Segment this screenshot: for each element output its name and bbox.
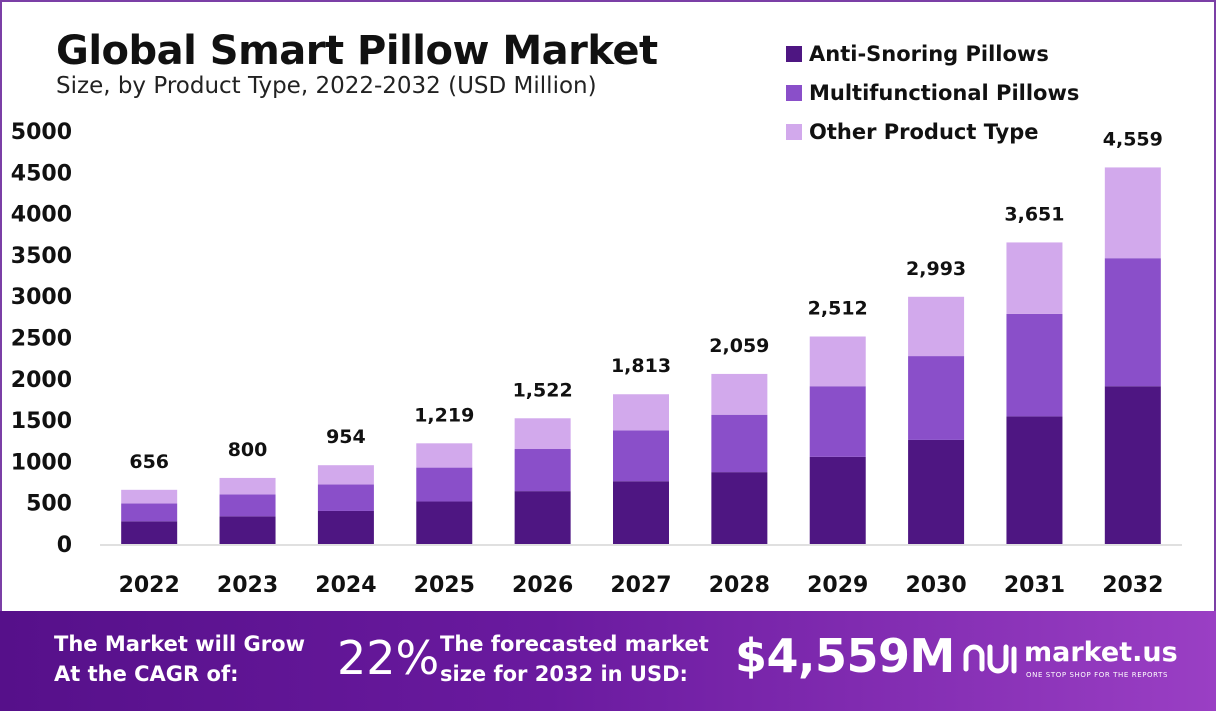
- legend-label-other: Other Product Type: [809, 119, 1039, 144]
- bar-multifunctional: [514, 449, 571, 492]
- legend-item-anti-snoring: Anti-Snoring Pillows: [786, 34, 1079, 73]
- bar-anti-snoring: [908, 439, 965, 544]
- bar-other: [711, 373, 768, 415]
- bar-other: [416, 443, 473, 468]
- bar-anti-snoring: [711, 472, 768, 544]
- y-tick-label: 500: [26, 492, 72, 517]
- bar-other: [1006, 242, 1063, 314]
- bar-anti-snoring: [514, 491, 571, 544]
- bar-anti-snoring: [809, 456, 866, 544]
- legend-item-multifunctional: Multifunctional Pillows: [786, 73, 1079, 112]
- y-tick-label: 3000: [11, 285, 72, 310]
- bar-multifunctional: [317, 484, 374, 511]
- y-tick-label: 0: [57, 533, 72, 558]
- cagr-label-line1: The Market will Grow: [54, 632, 305, 656]
- bar-other: [317, 465, 374, 485]
- x-tick-label: 2022: [119, 573, 180, 598]
- bar-multifunctional: [809, 386, 866, 457]
- bar-anti-snoring: [613, 481, 669, 544]
- y-tick-label: 2500: [11, 327, 72, 352]
- legend-label-multifunctional: Multifunctional Pillows: [809, 80, 1080, 105]
- bar-multifunctional: [908, 356, 965, 440]
- stacked-bar-chart: 0 500 1000 1500 2000 2500 3000 3500 4000 4500 5000…: [11, 120, 1182, 598]
- legend-label-anti-snoring: Anti-Snoring Pillows: [809, 41, 1049, 66]
- bar-multifunctional: [711, 414, 768, 473]
- bar-multifunctional: [613, 430, 669, 482]
- bar-other: [613, 394, 669, 431]
- y-tick-label: 1500: [11, 409, 72, 434]
- chart-subtitle: Size, by Product Type, 2022-2032 (USD Mi…: [56, 73, 597, 99]
- y-tick-label: 2000: [11, 368, 72, 393]
- x-tick-label: 2032: [1102, 573, 1163, 598]
- forecast-value: $4,559M: [735, 629, 955, 683]
- bar-other: [514, 418, 571, 450]
- market-us-logo-icon: [963, 644, 1017, 674]
- y-tick-label: 4000: [11, 203, 72, 228]
- data-label-total: 1,219: [414, 404, 474, 426]
- bar-other: [1104, 167, 1161, 259]
- data-label-total: 2,993: [906, 258, 966, 280]
- bar-other: [908, 296, 965, 357]
- y-tick-label: 4500: [11, 161, 72, 186]
- bar-anti-snoring: [121, 521, 178, 544]
- data-label-total: 800: [228, 439, 268, 461]
- bar-multifunctional: [121, 503, 178, 522]
- data-label-total: 2,059: [709, 335, 769, 357]
- bar-anti-snoring: [416, 501, 473, 544]
- y-tick-label: 3500: [11, 244, 72, 269]
- data-label-total: 4,559: [1103, 128, 1163, 150]
- data-label-total: 656: [129, 451, 169, 473]
- cagr-value: 22%: [337, 631, 440, 685]
- x-tick-label: 2027: [610, 573, 671, 598]
- bar-other: [809, 336, 866, 387]
- data-label-total: 3,651: [1004, 203, 1064, 225]
- brand-name: market.us: [1024, 637, 1178, 668]
- legend-swatch-multifunctional: [786, 84, 802, 101]
- x-tick-label: 2030: [905, 573, 966, 598]
- bar-anti-snoring: [1006, 416, 1063, 544]
- x-tick-label: 2023: [217, 573, 278, 598]
- forecast-label-line2: size for 2032 in USD:: [440, 662, 688, 686]
- bar-anti-snoring: [317, 510, 374, 544]
- forecast-label-line1: The forecasted market: [440, 632, 709, 656]
- data-label-total: 1,813: [611, 355, 671, 377]
- bar-other: [121, 489, 178, 504]
- footer-banner: The Market will Grow At the CAGR of: 22%…: [0, 611, 1216, 711]
- x-tick-label: 2028: [709, 573, 770, 598]
- chart-title: Global Smart Pillow Market: [56, 28, 658, 74]
- y-tick-label: 1000: [11, 450, 72, 475]
- x-tick-label: 2025: [414, 573, 475, 598]
- legend-swatch-anti-snoring: [786, 45, 802, 62]
- data-label-total: 2,512: [808, 298, 868, 320]
- bar-multifunctional: [1104, 258, 1161, 387]
- legend-swatch-other: [786, 123, 802, 140]
- data-label-total: 954: [326, 426, 366, 448]
- bar-multifunctional: [1006, 313, 1063, 417]
- legend: Anti-Snoring Pillows Multifunctional Pil…: [786, 34, 1079, 151]
- bar-anti-snoring: [219, 516, 276, 544]
- bar-multifunctional: [416, 467, 473, 502]
- brand-tagline: ONE STOP SHOP FOR THE REPORTS: [1026, 671, 1169, 679]
- legend-item-other: Other Product Type: [786, 112, 1079, 151]
- x-tick-label: 2024: [315, 573, 376, 598]
- x-tick-label: 2029: [807, 573, 868, 598]
- bar-multifunctional: [219, 494, 276, 517]
- bar-other: [219, 477, 276, 495]
- bar-anti-snoring: [1104, 386, 1161, 544]
- y-tick-label: 5000: [11, 120, 72, 145]
- cagr-label-line2: At the CAGR of:: [54, 662, 239, 686]
- x-tick-label: 2031: [1004, 573, 1065, 598]
- data-label-total: 1,522: [513, 379, 573, 401]
- x-tick-label: 2026: [512, 573, 573, 598]
